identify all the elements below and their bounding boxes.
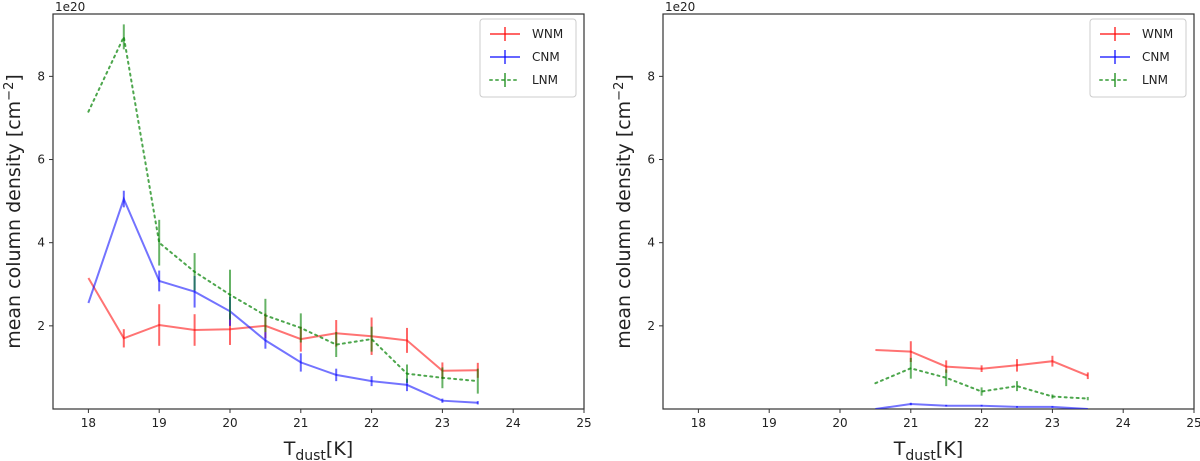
y-tick-label: 6: [37, 153, 45, 167]
x-tick-label: 23: [435, 416, 450, 430]
x-axis-label-subscript: dust: [295, 448, 326, 461]
plot-frame: [52, 13, 585, 410]
y-tick-label: 4: [647, 236, 655, 250]
legend-label-wnm: WNM: [1142, 27, 1173, 41]
x-axis-label-main: T: [893, 438, 906, 460]
x-tick-label: 22: [974, 416, 989, 430]
y-axis-label: mean column density [cm−2]: [2, 74, 25, 349]
legend-label-lnm: LNM: [532, 73, 558, 87]
x-axis-label: Tdust[K]: [893, 438, 963, 461]
x-axis-label-main: T: [283, 438, 296, 460]
x-tick-label: 25: [576, 416, 591, 430]
x-tick-label: 19: [762, 416, 777, 430]
x-axis-label-unit: [K]: [936, 438, 963, 460]
legend: WNM CNM LNM: [1089, 18, 1187, 98]
y-tick-label: 2: [647, 319, 655, 333]
y-axis-label-close: ]: [613, 74, 635, 81]
x-tick-label: 25: [1186, 416, 1200, 430]
x-tick-label: 20: [832, 416, 847, 430]
x-tick-label: 18: [81, 416, 96, 430]
y-tick-label: 8: [37, 69, 45, 83]
x-tick-label: 24: [1116, 416, 1131, 430]
y-axis-label-exponent: −2: [2, 82, 17, 101]
x-axis-label-subscript: dust: [905, 448, 936, 461]
series-group: [87, 24, 479, 405]
x-tick-label: 22: [364, 416, 379, 430]
x-tick-label: 24: [506, 416, 521, 430]
y-tick-label: 8: [647, 69, 655, 83]
y-tick-label: 2: [37, 319, 45, 333]
y-axis-label-exponent: −2: [612, 82, 627, 101]
y-axis-label-close: ]: [3, 74, 25, 81]
y-tick-label: 4: [37, 236, 45, 250]
series-line-cnm: [87, 196, 478, 404]
legend-label-cnm: CNM: [1142, 50, 1170, 64]
legend-label-lnm: LNM: [1142, 73, 1168, 87]
y-axis-label-text: mean column density [cm: [3, 101, 25, 349]
y-offset-label: 1e20: [55, 0, 85, 14]
x-tick-label: 19: [152, 416, 167, 430]
y-tick-label: 6: [647, 153, 655, 167]
legend: WNM CNM LNM: [479, 18, 577, 98]
x-tick-label: 21: [903, 416, 918, 430]
legend-label-cnm: CNM: [532, 50, 560, 64]
x-axis-label: Tdust[K]: [283, 438, 353, 461]
legend-label-wnm: WNM: [532, 27, 563, 41]
y-axis-label-text: mean column density [cm: [613, 101, 635, 349]
series-line-lnm: [87, 33, 479, 383]
x-tick-label: 20: [222, 416, 237, 430]
series-line-wnm: [87, 277, 478, 372]
y-axis-label: mean column density [cm−2]: [612, 74, 635, 349]
series-group: [874, 341, 1089, 409]
y-offset-label: 1e20: [665, 0, 695, 14]
x-axis-label-unit: [K]: [326, 438, 353, 460]
x-tick-label: 21: [293, 416, 308, 430]
plot-frame: [662, 13, 1195, 410]
x-tick-label: 23: [1045, 416, 1060, 430]
x-tick-label: 18: [691, 416, 706, 430]
